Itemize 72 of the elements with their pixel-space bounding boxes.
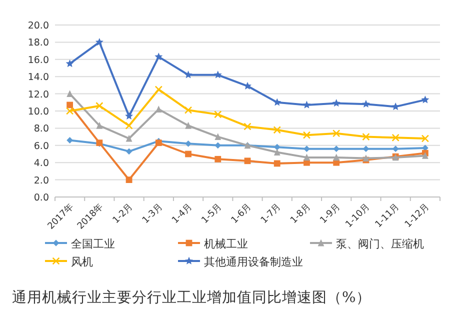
y-tick-label: 14.0 xyxy=(28,72,49,84)
y-tick-label: 4.0 xyxy=(34,158,49,170)
y-tick-label: 12.0 xyxy=(28,89,49,100)
y-tick-label: 18.0 xyxy=(28,38,49,49)
point xyxy=(333,146,340,152)
point xyxy=(185,122,192,129)
legend-label: 机械工业 xyxy=(204,238,248,250)
point xyxy=(422,152,428,159)
point xyxy=(66,60,74,68)
point xyxy=(392,146,399,152)
point xyxy=(273,126,281,134)
point xyxy=(333,154,340,161)
point xyxy=(362,100,370,108)
legend-label: 风机 xyxy=(71,256,93,268)
point xyxy=(421,96,430,104)
point xyxy=(302,100,311,108)
y-tick-label: 6.0 xyxy=(34,140,49,152)
x-tick-label: 1-6月 xyxy=(230,202,254,226)
x-tick-label: 1-9月 xyxy=(318,202,342,226)
point xyxy=(66,137,74,144)
point xyxy=(184,106,192,114)
point xyxy=(244,122,252,130)
point xyxy=(154,86,163,94)
point xyxy=(66,102,74,108)
point xyxy=(96,102,104,110)
point xyxy=(214,142,222,149)
point xyxy=(185,150,192,158)
point xyxy=(362,146,370,152)
point xyxy=(274,160,280,167)
legend-label: 全国工业 xyxy=(71,238,115,250)
x-tick-label: 1-8月 xyxy=(289,202,313,226)
point xyxy=(274,144,280,150)
x-tick-label: 1-3月 xyxy=(140,202,165,226)
point xyxy=(126,148,132,155)
point xyxy=(302,131,311,139)
point xyxy=(244,158,251,164)
x-tick-label: 1-4月 xyxy=(170,202,194,226)
y-tick-label: 8.0 xyxy=(34,124,49,135)
point xyxy=(125,112,134,120)
point xyxy=(185,140,192,147)
point xyxy=(421,134,430,142)
point xyxy=(126,134,132,142)
point xyxy=(214,110,222,118)
point xyxy=(184,70,192,78)
y-tick-label: 16.0 xyxy=(28,54,49,66)
point xyxy=(214,133,222,140)
point xyxy=(362,132,370,141)
point xyxy=(214,70,222,78)
point xyxy=(392,134,400,142)
point xyxy=(332,130,340,138)
x-tick-label: 1-5月 xyxy=(200,202,224,226)
point xyxy=(95,38,104,46)
point xyxy=(96,122,103,129)
point xyxy=(304,146,310,152)
text: 通用机械行业主要分行业工业增加值同比增速图（%） xyxy=(12,289,371,306)
y-tick-label: 20.0 xyxy=(28,20,49,32)
point xyxy=(125,122,133,130)
point xyxy=(66,107,74,115)
point xyxy=(304,154,310,161)
point xyxy=(332,99,340,107)
point xyxy=(214,156,222,162)
point xyxy=(274,148,280,156)
point xyxy=(126,176,132,183)
y-tick-label: 10.0 xyxy=(28,106,49,118)
x-tick-label: 1-7月 xyxy=(259,202,284,226)
legend-label: 其他通用设备制造业 xyxy=(204,256,303,268)
x-tick-label: 1-2月 xyxy=(111,202,136,226)
point xyxy=(154,52,163,60)
legend-label: 泵、阀门、压缩机 xyxy=(336,238,424,250)
point xyxy=(273,98,282,106)
y-tick-label: 0.0 xyxy=(34,192,49,204)
y-tick-label: 2.0 xyxy=(34,175,49,186)
